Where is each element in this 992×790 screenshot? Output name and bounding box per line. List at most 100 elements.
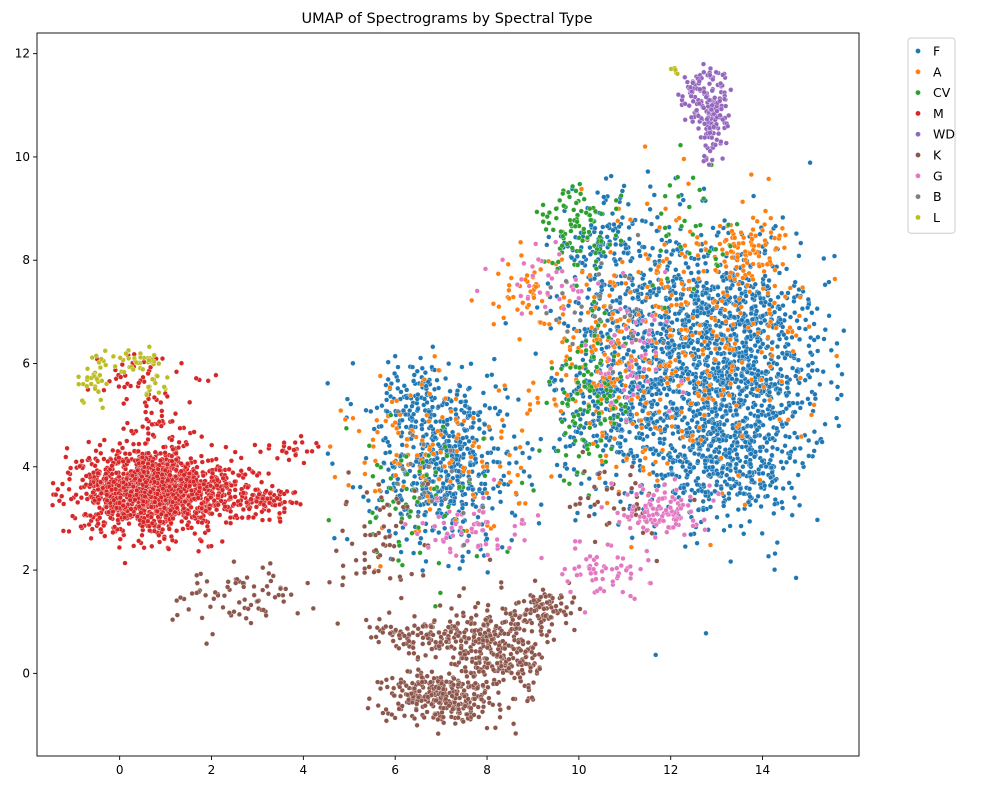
data-point [513, 460, 519, 466]
data-point [792, 409, 798, 415]
data-point [744, 282, 750, 288]
data-point [738, 304, 744, 310]
data-point [697, 222, 703, 228]
data-point [814, 517, 820, 523]
data-point [395, 364, 401, 370]
data-point [592, 225, 598, 231]
data-point [567, 365, 573, 371]
data-point [378, 423, 384, 429]
data-point [779, 290, 785, 296]
data-point [783, 459, 790, 465]
data-point [610, 406, 616, 412]
data-point [563, 372, 569, 378]
data-point [403, 411, 409, 418]
data-point [772, 267, 778, 273]
data-point [700, 507, 706, 513]
data-point [440, 424, 446, 430]
data-point [573, 188, 579, 194]
data-point [792, 430, 798, 436]
data-point [607, 393, 613, 399]
data-point [157, 539, 163, 545]
data-point [567, 356, 573, 362]
data-point [421, 396, 428, 402]
data-point [436, 367, 442, 373]
data-point [624, 455, 630, 461]
data-point [710, 329, 716, 335]
data-point [658, 281, 664, 287]
data-point [570, 183, 576, 189]
data-point [777, 306, 783, 312]
data-point [669, 471, 675, 478]
data-point [780, 485, 786, 492]
data-point [357, 484, 363, 490]
data-point [772, 381, 778, 387]
data-point [110, 529, 116, 535]
data-point [383, 418, 389, 424]
data-point [152, 449, 158, 455]
data-point [598, 238, 604, 244]
data-point [577, 406, 583, 412]
data-point [667, 182, 673, 188]
data-point [707, 382, 713, 388]
data-point [748, 231, 754, 238]
data-point [469, 297, 475, 303]
data-point [733, 461, 739, 467]
data-point [603, 459, 609, 465]
data-point [686, 204, 692, 210]
data-point [690, 175, 696, 181]
data-point [59, 493, 65, 499]
data-point [409, 403, 415, 409]
data-point [739, 373, 745, 379]
data-point [627, 289, 633, 295]
data-point [469, 424, 475, 430]
data-point [750, 247, 756, 253]
data-point [678, 365, 684, 371]
data-point [751, 193, 757, 199]
data-point [458, 399, 464, 405]
data-point [538, 502, 544, 508]
data-point [411, 550, 417, 556]
data-point [789, 329, 795, 335]
data-point [679, 318, 686, 324]
data-point [393, 530, 399, 536]
data-point [757, 444, 763, 450]
data-point [663, 248, 669, 255]
data-point [453, 396, 459, 402]
data-point [667, 238, 673, 244]
data-point [592, 333, 598, 339]
data-point [436, 560, 442, 566]
data-point [635, 294, 641, 300]
data-point [433, 419, 439, 425]
data-point [572, 223, 578, 229]
data-point [68, 465, 74, 471]
data-point [834, 340, 840, 346]
data-point [722, 313, 728, 319]
data-point [660, 326, 666, 332]
data-point [387, 449, 393, 455]
data-point [550, 227, 556, 233]
data-point [802, 326, 809, 332]
data-point [786, 402, 792, 408]
data-point [659, 237, 665, 243]
data-point [636, 248, 642, 254]
data-point [448, 498, 454, 504]
data-point [431, 412, 437, 418]
data-point [738, 486, 744, 492]
data-point [586, 476, 592, 482]
data-point [631, 348, 637, 355]
data-point [567, 298, 573, 304]
data-point [327, 444, 333, 450]
data-point [642, 144, 648, 150]
data-point [691, 345, 697, 352]
data-point [604, 500, 610, 506]
data-point [715, 471, 721, 477]
data-point [498, 435, 504, 441]
data-point [553, 215, 559, 221]
data-point [785, 329, 791, 335]
data-point [724, 472, 730, 478]
data-point [473, 504, 479, 510]
data-point [369, 510, 376, 516]
data-point [755, 387, 761, 393]
data-point [498, 499, 504, 505]
data-point [770, 410, 776, 416]
